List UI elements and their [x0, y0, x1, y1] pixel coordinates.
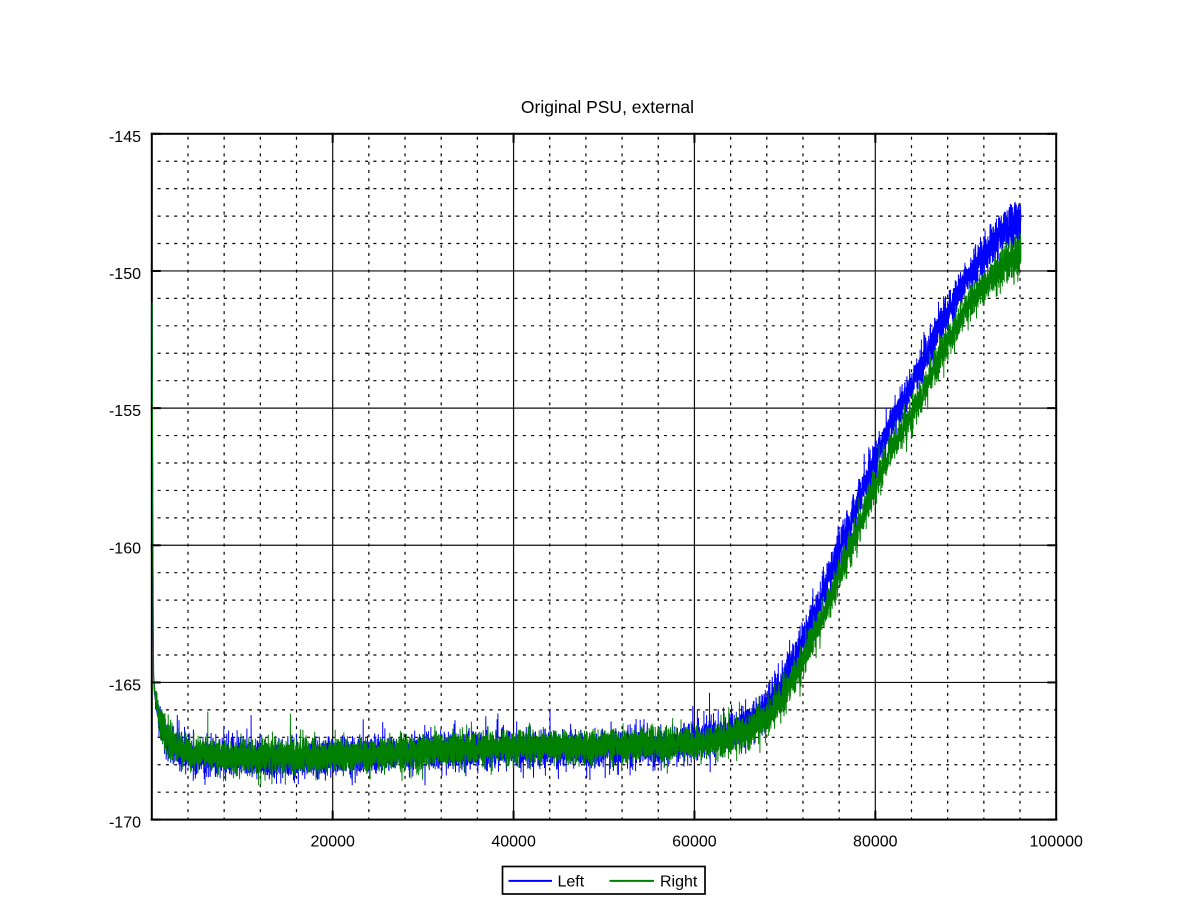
svg-text:-160: -160 — [109, 540, 141, 557]
svg-text:Right: Right — [660, 874, 698, 891]
svg-text:20000: 20000 — [310, 833, 355, 850]
svg-text:-150: -150 — [109, 266, 141, 283]
svg-text:-165: -165 — [109, 677, 141, 694]
svg-text:Left: Left — [558, 874, 585, 891]
svg-text:40000: 40000 — [491, 833, 536, 850]
svg-text:-155: -155 — [109, 403, 141, 420]
svg-text:60000: 60000 — [672, 833, 717, 850]
svg-text:80000: 80000 — [853, 833, 898, 850]
svg-text:Original PSU, external: Original PSU, external — [521, 97, 694, 117]
svg-text:-170: -170 — [109, 815, 141, 832]
svg-text:100000: 100000 — [1030, 833, 1083, 850]
svg-text:-145: -145 — [109, 129, 141, 146]
